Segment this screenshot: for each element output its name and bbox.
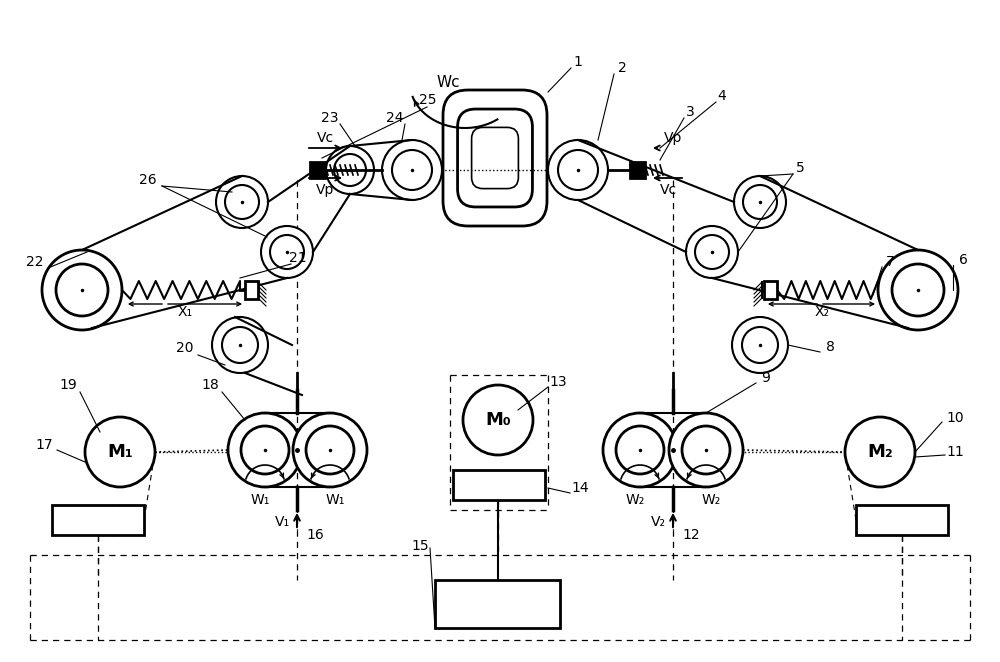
Text: θ: θ bbox=[125, 512, 135, 528]
Circle shape bbox=[392, 150, 432, 190]
Text: 9: 9 bbox=[762, 371, 770, 385]
Text: 8: 8 bbox=[826, 340, 834, 354]
Text: 22: 22 bbox=[26, 255, 44, 269]
Circle shape bbox=[56, 264, 108, 316]
Circle shape bbox=[669, 413, 743, 487]
Circle shape bbox=[261, 226, 313, 278]
Circle shape bbox=[743, 185, 777, 219]
Bar bbox=[52, 505, 144, 535]
Bar bbox=[310, 162, 325, 178]
Circle shape bbox=[734, 176, 786, 228]
Circle shape bbox=[85, 417, 155, 487]
Text: 21: 21 bbox=[289, 251, 307, 265]
Bar bbox=[630, 162, 645, 178]
Circle shape bbox=[334, 154, 366, 186]
Text: M₁: M₁ bbox=[107, 443, 133, 461]
Circle shape bbox=[892, 264, 944, 316]
Circle shape bbox=[228, 413, 302, 487]
Bar bbox=[435, 580, 560, 628]
Text: 15: 15 bbox=[411, 539, 429, 553]
Circle shape bbox=[682, 426, 730, 474]
Text: |: | bbox=[111, 512, 117, 528]
Text: |: | bbox=[915, 512, 921, 528]
Text: V₂: V₂ bbox=[650, 515, 666, 529]
Text: 3: 3 bbox=[686, 105, 694, 119]
Text: V₁: V₁ bbox=[274, 515, 290, 529]
Text: Vc: Vc bbox=[659, 183, 677, 197]
Bar bbox=[245, 281, 258, 299]
Text: 19: 19 bbox=[59, 378, 77, 392]
Text: 25: 25 bbox=[419, 93, 437, 107]
Text: X₂: X₂ bbox=[814, 305, 829, 319]
Circle shape bbox=[695, 235, 729, 269]
Circle shape bbox=[558, 150, 598, 190]
Circle shape bbox=[216, 176, 268, 228]
Circle shape bbox=[212, 317, 268, 373]
Bar bbox=[856, 505, 948, 535]
Text: 26: 26 bbox=[139, 173, 157, 187]
Circle shape bbox=[326, 146, 374, 194]
Text: ω: ω bbox=[493, 477, 505, 493]
Text: Wc: Wc bbox=[436, 75, 460, 89]
Text: 4: 4 bbox=[718, 89, 726, 103]
Circle shape bbox=[222, 327, 258, 363]
Text: 24: 24 bbox=[386, 111, 404, 125]
Text: 17: 17 bbox=[35, 438, 53, 452]
Circle shape bbox=[463, 385, 533, 455]
Text: Vp: Vp bbox=[664, 131, 682, 145]
Text: X₁: X₁ bbox=[177, 305, 193, 319]
Text: Vp: Vp bbox=[316, 183, 334, 197]
Text: 1: 1 bbox=[574, 55, 582, 69]
Circle shape bbox=[878, 250, 958, 330]
Circle shape bbox=[548, 140, 608, 200]
Text: 14: 14 bbox=[571, 481, 589, 495]
Text: 12: 12 bbox=[682, 528, 700, 542]
Bar bbox=[764, 281, 777, 299]
Circle shape bbox=[382, 140, 442, 200]
Text: 10: 10 bbox=[946, 411, 964, 425]
Text: 11: 11 bbox=[946, 445, 964, 459]
Bar bbox=[453, 470, 545, 500]
Circle shape bbox=[241, 426, 289, 474]
Text: M₂: M₂ bbox=[867, 443, 893, 461]
Circle shape bbox=[845, 417, 915, 487]
Text: |: | bbox=[512, 477, 518, 493]
Circle shape bbox=[742, 327, 778, 363]
Text: W₂: W₂ bbox=[625, 493, 645, 507]
Text: 7: 7 bbox=[886, 255, 894, 269]
Circle shape bbox=[732, 317, 788, 373]
Text: 2: 2 bbox=[618, 61, 626, 75]
Text: 20: 20 bbox=[176, 341, 194, 355]
Text: W₁: W₁ bbox=[250, 493, 270, 507]
Circle shape bbox=[686, 226, 738, 278]
Text: 13: 13 bbox=[549, 375, 567, 389]
Circle shape bbox=[616, 426, 664, 474]
Circle shape bbox=[293, 413, 367, 487]
Circle shape bbox=[270, 235, 304, 269]
Text: 16: 16 bbox=[306, 528, 324, 542]
Text: 5: 5 bbox=[796, 161, 804, 175]
Text: θ: θ bbox=[929, 512, 939, 528]
Text: M₀: M₀ bbox=[485, 411, 511, 429]
Circle shape bbox=[225, 185, 259, 219]
Text: W₂: W₂ bbox=[701, 493, 721, 507]
Circle shape bbox=[42, 250, 122, 330]
Text: W₁: W₁ bbox=[325, 493, 345, 507]
Circle shape bbox=[603, 413, 677, 487]
Text: 控制器: 控制器 bbox=[481, 595, 514, 613]
Circle shape bbox=[306, 426, 354, 474]
Text: 23: 23 bbox=[321, 111, 339, 125]
Text: 18: 18 bbox=[201, 378, 219, 392]
Text: 6: 6 bbox=[959, 253, 967, 267]
Text: θ: θ bbox=[526, 477, 536, 493]
Text: Vc: Vc bbox=[316, 131, 334, 145]
Text: ω: ω bbox=[896, 512, 908, 528]
Text: ω: ω bbox=[92, 512, 104, 528]
